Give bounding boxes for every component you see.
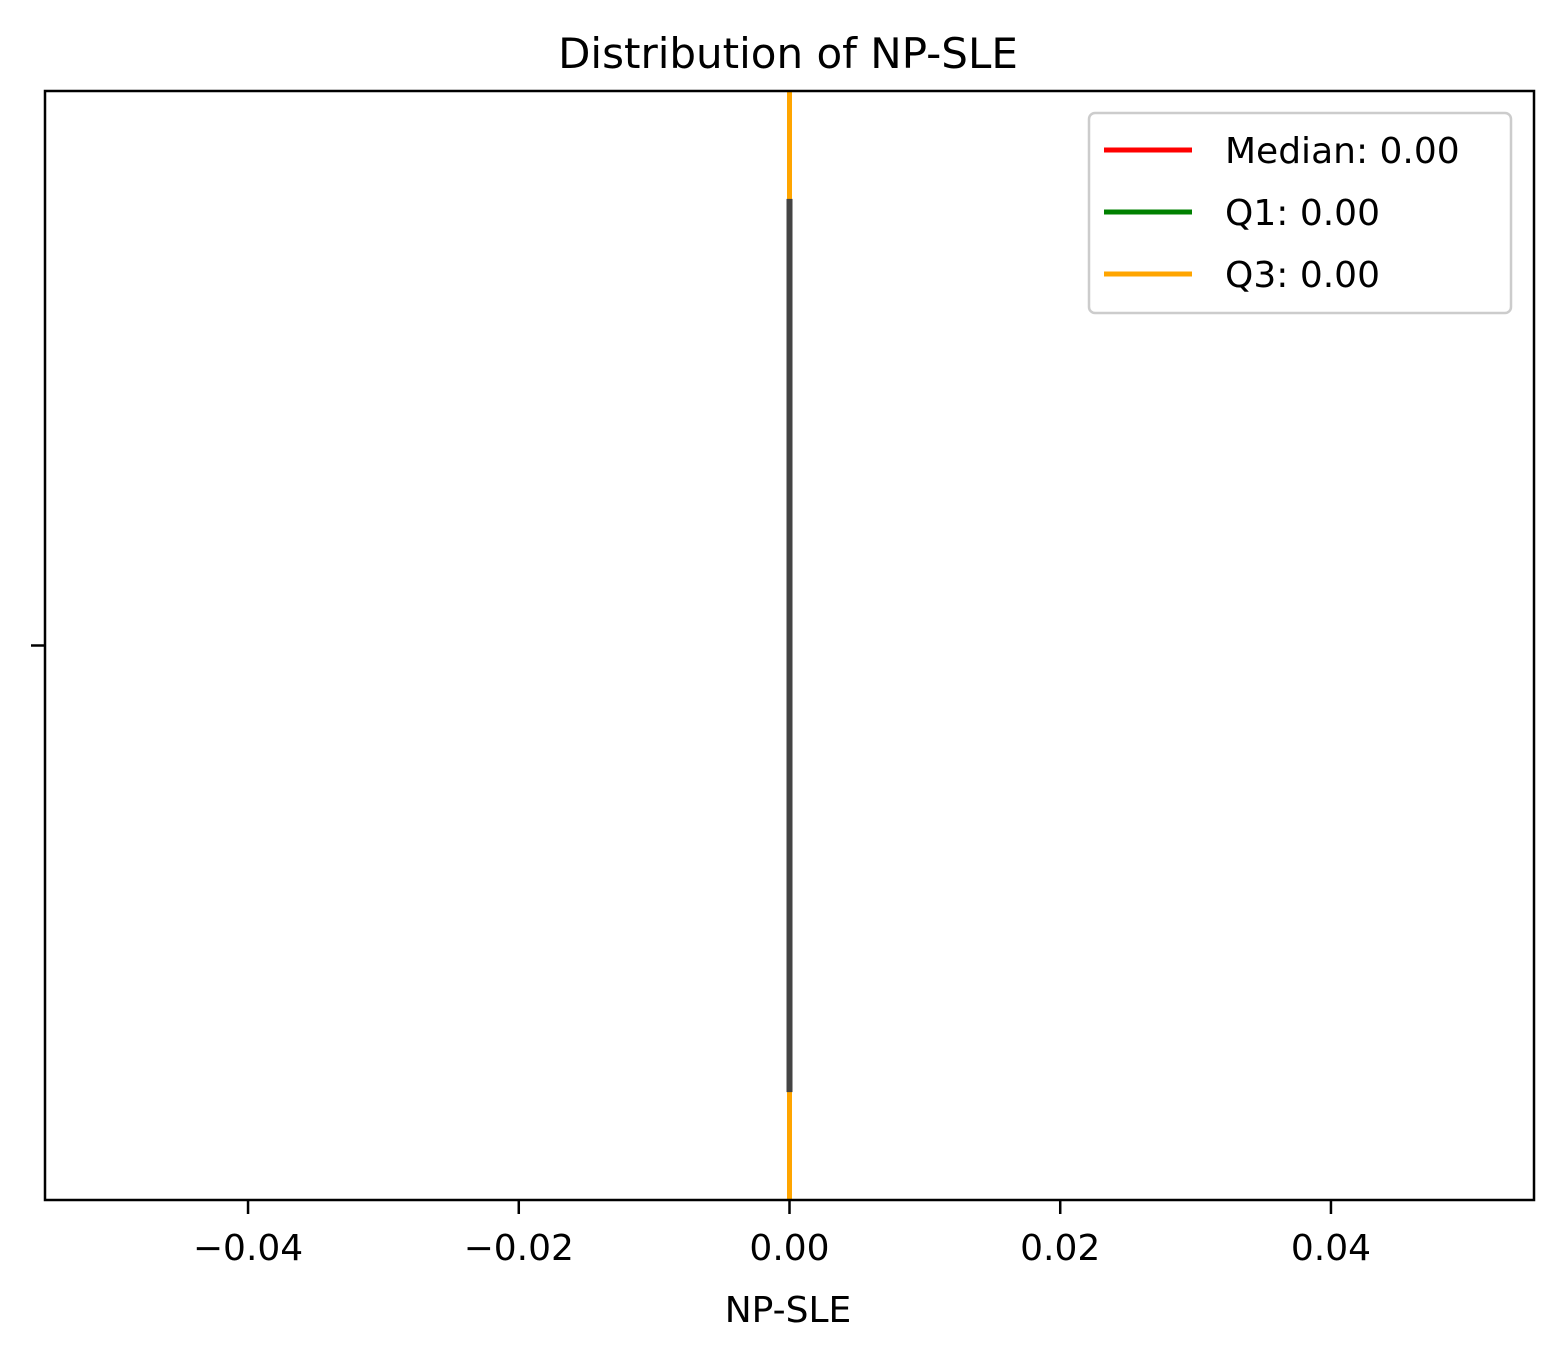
- legend: Median: 0.00 Q1: 0.00 Q3: 0.00: [1087, 111, 1513, 315]
- legend-label-q3: Q3: 0.00: [1225, 255, 1380, 296]
- x-tick-label: 0.02: [1020, 1228, 1100, 1269]
- x-axis-ticks: −0.04 −0.02 0.00 0.02 0.04: [193, 1200, 1371, 1269]
- legend-items: Median: 0.00 Q1: 0.00 Q3: 0.00: [1104, 131, 1460, 296]
- x-tick-label: 0.00: [749, 1228, 829, 1269]
- x-axis-label: NP-SLE: [725, 1290, 852, 1331]
- chart-title: Distribution of NP-SLE: [558, 29, 1018, 78]
- legend-frame: [1087, 111, 1513, 315]
- legend-label-q1: Q1: 0.00: [1225, 193, 1380, 234]
- x-tick-label: −0.04: [193, 1228, 303, 1269]
- x-tick-label: −0.02: [464, 1228, 574, 1269]
- x-tick-label: 0.04: [1291, 1228, 1371, 1269]
- legend-label-median: Median: 0.00: [1225, 131, 1460, 172]
